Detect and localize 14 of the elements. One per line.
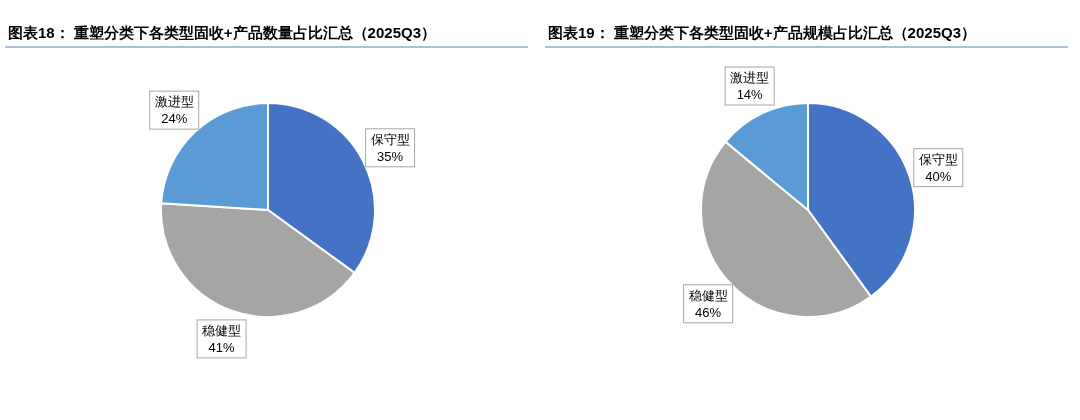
title: 图表19： 重塑分类下各类型固收+产品规模占比汇总（2025Q3） — [548, 24, 976, 41]
slice-label: 保守型 — [370, 131, 410, 147]
slice-label: 稳健型 — [202, 322, 242, 338]
data-label: 46% — [695, 304, 722, 320]
data-label: 35% — [377, 148, 404, 164]
slice-label: 稳健型 — [688, 287, 728, 303]
data-label: 40% — [925, 168, 952, 184]
data-label: 14% — [736, 87, 764, 103]
slice-label: 保守型 — [918, 151, 958, 167]
data-label: 24% — [161, 111, 188, 127]
data-label: 41% — [208, 339, 236, 355]
slice-label: 激进型 — [730, 70, 770, 86]
slice-label: 激进型 — [154, 94, 194, 110]
title: 图表18： 重塑分类下各类型固收+产品数量占比汇总（2025Q3） — [8, 24, 436, 41]
